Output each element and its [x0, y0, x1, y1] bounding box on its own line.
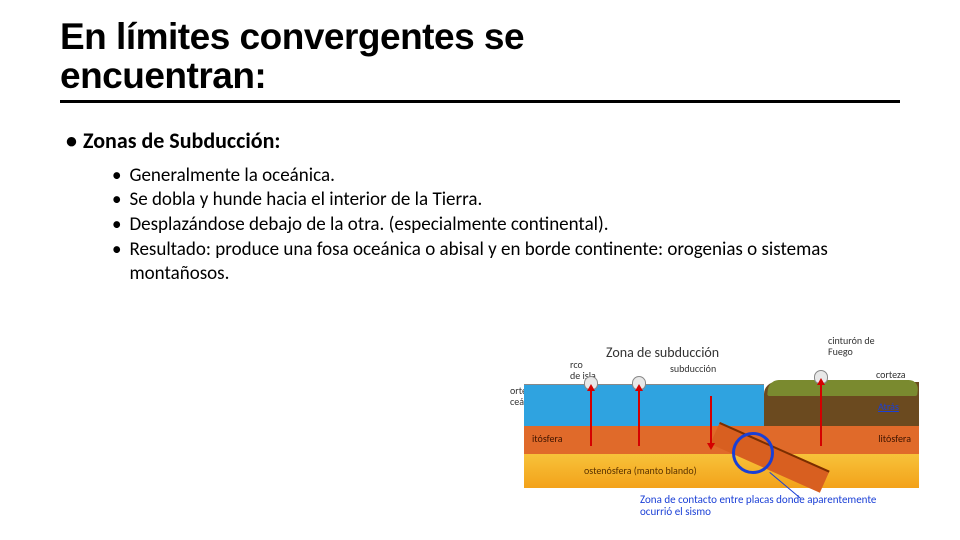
- bullet-icon: •: [112, 213, 121, 237]
- bullet-icon: •: [112, 164, 121, 188]
- bullet-icon: •: [66, 127, 77, 154]
- list-item-text: Desplazándose debajo de la otra. (especi…: [129, 213, 608, 237]
- title-line-1: En límites convergentes se: [60, 16, 524, 57]
- list-item: • Desplazándose debajo de la otra. (espec…: [112, 213, 900, 237]
- diagram-arrow-up: [590, 390, 592, 446]
- section-heading-text: Zonas de Subducción:: [83, 127, 280, 154]
- diagram-caption: Zona de contacto entre placas donde apar…: [640, 494, 900, 517]
- bullet-icon: •: [112, 238, 121, 286]
- diagram-continent-top: [767, 380, 919, 396]
- bullet-list: • Generalmente la oceánica. • Se dobla y h…: [112, 164, 900, 286]
- diagram-lith-right-label: litósfera: [878, 432, 911, 445]
- diagram-arrow-up: [638, 390, 640, 446]
- slide-title: En límites convergentes se encuentran:: [60, 18, 900, 96]
- diagram-arrow-down: [710, 396, 712, 444]
- diagram-label-sub: subducción: [670, 364, 716, 375]
- title-line-2: encuentran:: [60, 55, 266, 96]
- diagram-lithosphere-right: litósfera: [764, 426, 919, 454]
- back-link[interactable]: Atrás: [878, 400, 899, 413]
- diagram-label-title: Zona de subducción: [606, 346, 719, 361]
- section-heading: •Zonas de Subducción:: [66, 127, 900, 154]
- diagram-focus-circle: [732, 432, 774, 474]
- diagram-asthenosphere: ostenósfera (manto blando): [524, 454, 919, 488]
- diagram-lith-left-label: itósfera: [532, 432, 563, 445]
- list-item-text: Generalmente la oceánica.: [129, 164, 334, 188]
- list-item-text: Se dobla y hunde hacia el interior de la…: [129, 188, 482, 212]
- list-item-text: Resultado: produce una fosa oceánica o a…: [129, 238, 900, 286]
- bullet-icon: •: [112, 188, 121, 212]
- diagram-arrow-up: [820, 384, 822, 446]
- subduction-diagram: Zona de subducción subducción rco de isl…: [510, 340, 930, 530]
- list-item: •Resultado: produce una fosa oceánica o …: [112, 238, 900, 286]
- diagram-label-cinturon: cinturón de Fuego: [828, 336, 875, 357]
- diagram-asthen-label: ostenósfera (manto blando): [584, 464, 697, 477]
- list-item: • Se dobla y hunde hacia el interior de l…: [112, 188, 900, 212]
- diagram-ocean-layer: [524, 384, 764, 426]
- list-item: • Generalmente la oceánica.: [112, 164, 900, 188]
- title-underline: [60, 100, 900, 103]
